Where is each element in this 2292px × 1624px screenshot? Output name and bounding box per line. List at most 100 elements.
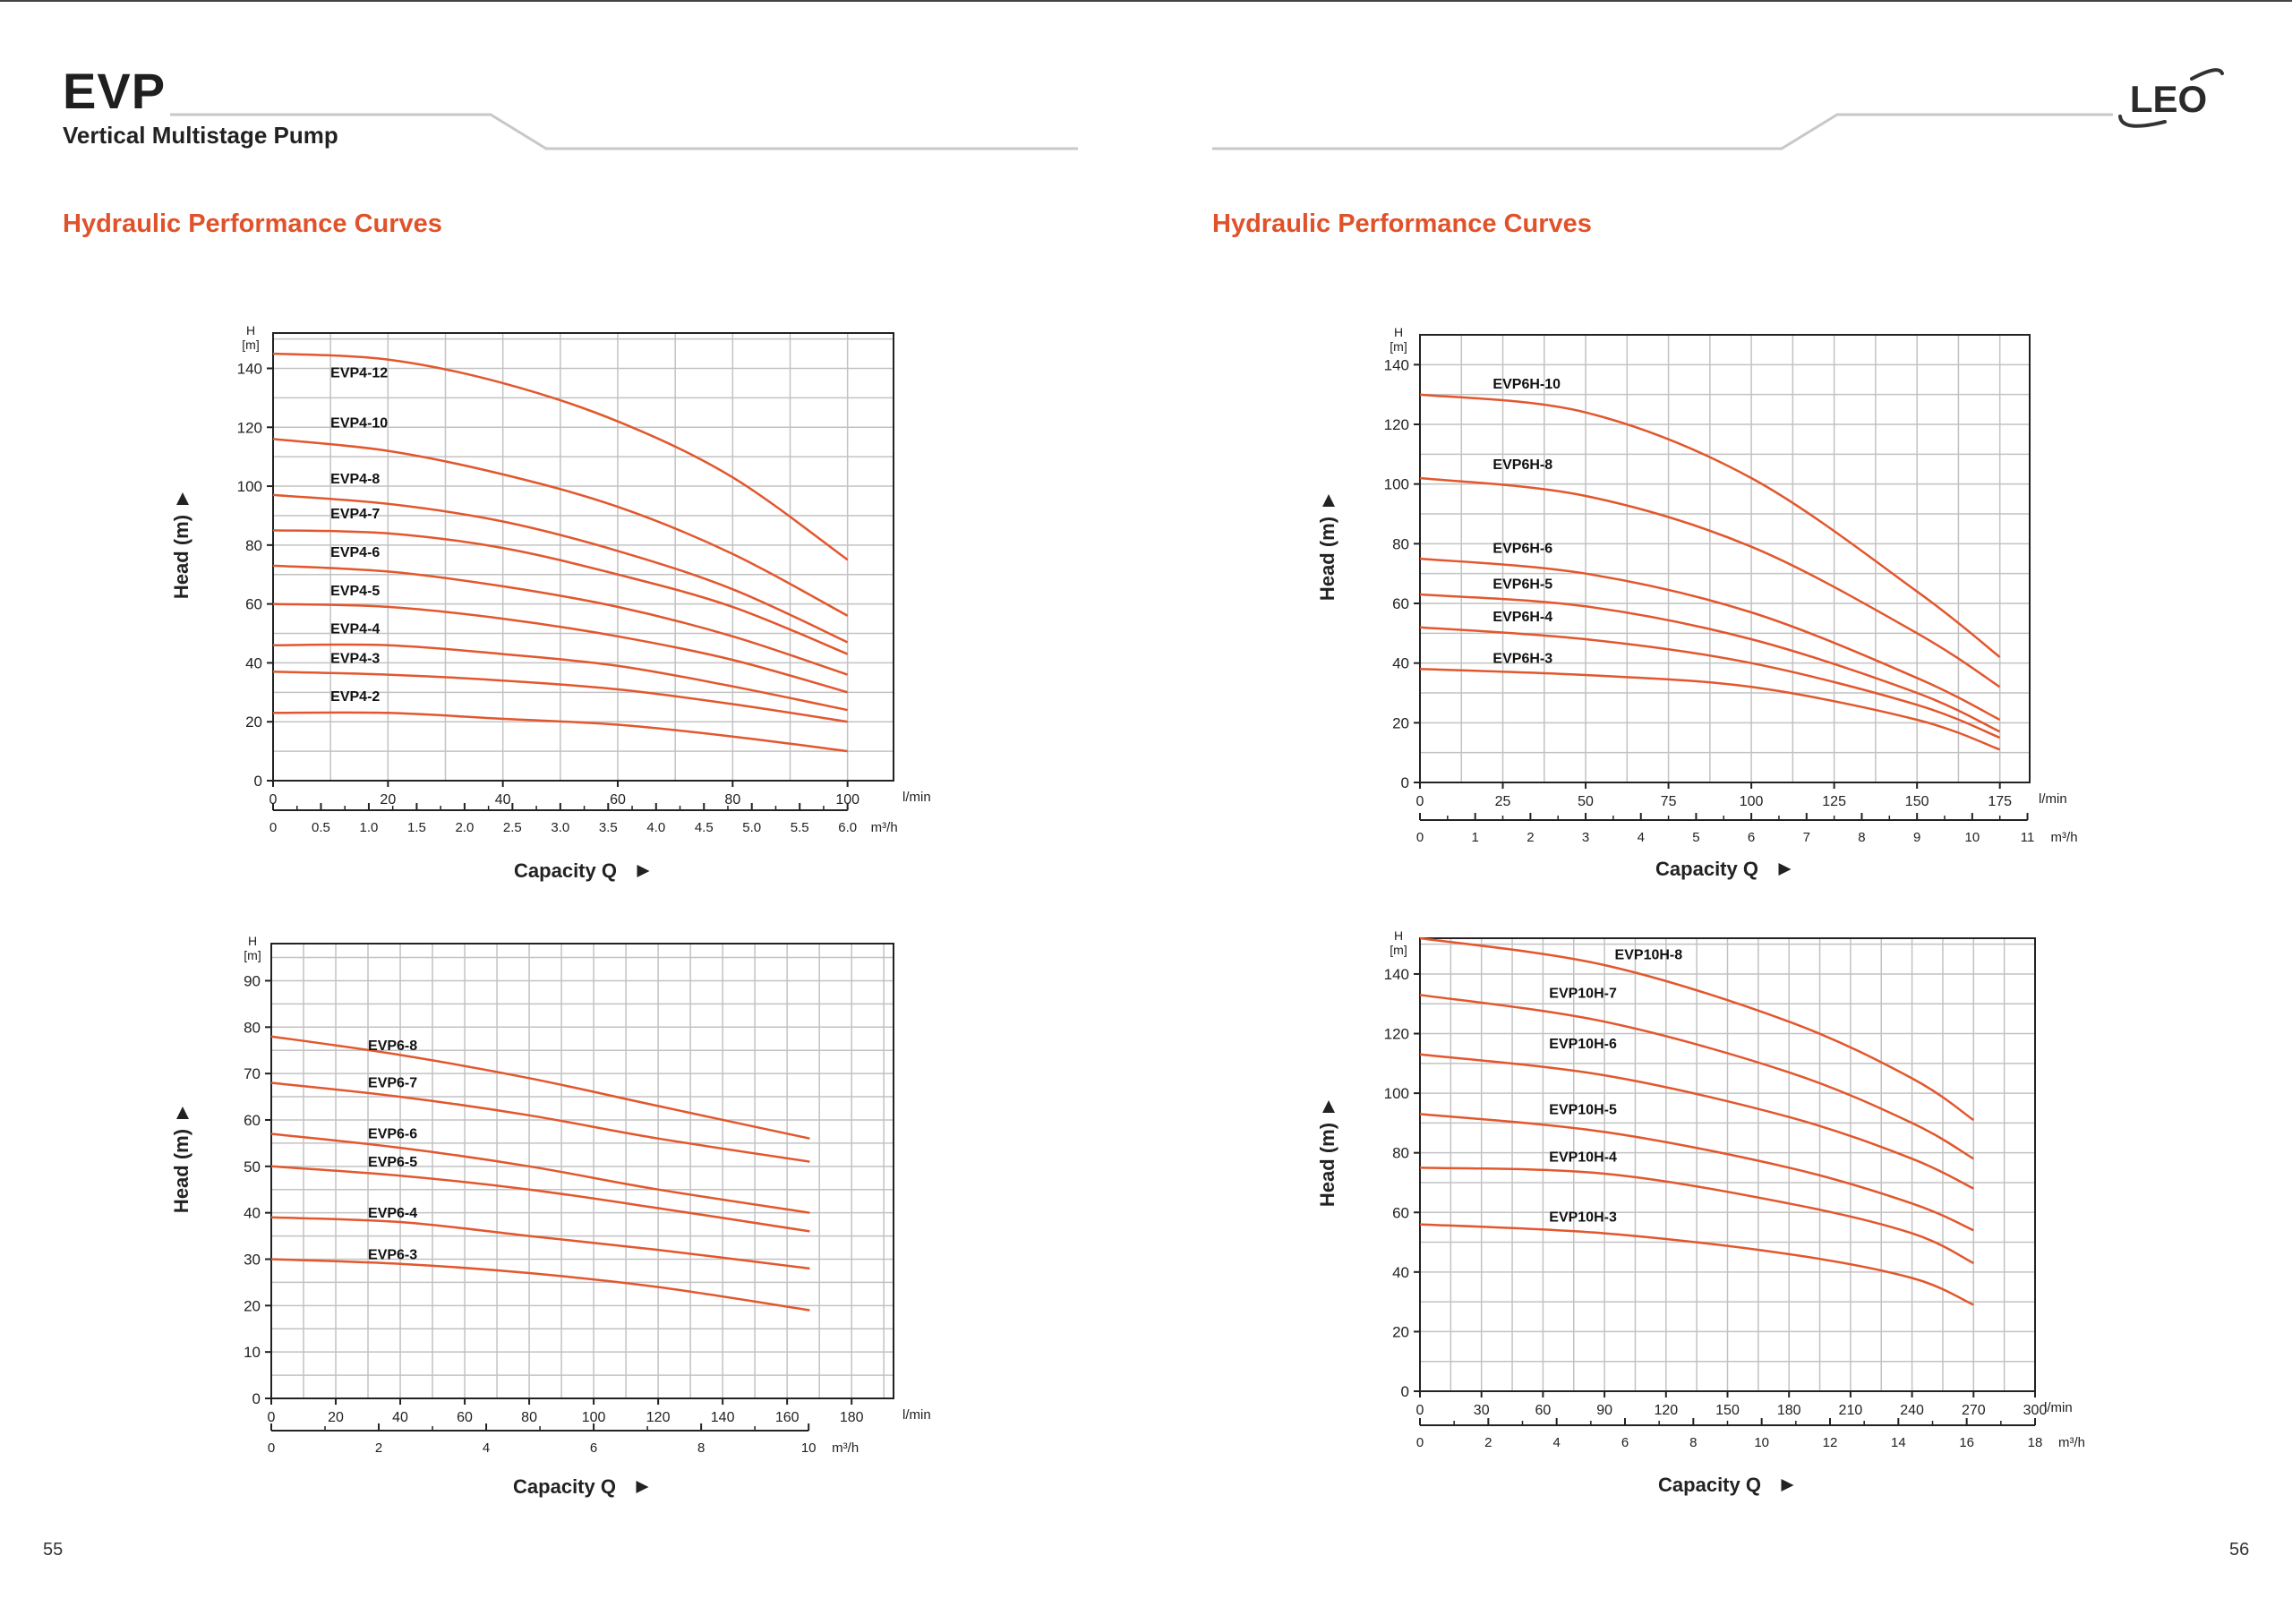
x-axis-arrow — [1778, 863, 1792, 876]
x2-tick-label: 10 — [1965, 830, 1980, 845]
y-tick-label: 120 — [1384, 416, 1409, 433]
x-tick-label: 60 — [457, 1410, 473, 1425]
y-tick-label: 10 — [244, 1344, 261, 1361]
x2-tick-label: 10 — [801, 1440, 817, 1456]
x-axis-arrow — [1781, 1479, 1794, 1492]
x-tick-label: 40 — [392, 1410, 408, 1425]
y-axis-arrow — [1322, 494, 1335, 507]
x-tick-label: 40 — [495, 792, 511, 808]
y-tick-label: 40 — [245, 654, 262, 671]
leo-logo: LEO — [2118, 68, 2224, 128]
logo-swoosh-upper — [2190, 68, 2224, 81]
curve-evp4-7 — [272, 529, 849, 655]
y-tick-label: 20 — [1392, 714, 1409, 731]
y-tick-label: 80 — [1392, 535, 1409, 552]
y-tick-label: 60 — [244, 1112, 261, 1129]
y-tick-label: 0 — [252, 1390, 261, 1407]
series-label: EVP6-3 — [368, 1247, 417, 1262]
y-tick-label: 20 — [244, 1297, 261, 1314]
curve-evp4-8 — [272, 493, 849, 644]
y-tick-label: 40 — [1392, 1264, 1409, 1281]
y-tick-label: 0 — [1401, 774, 1409, 791]
series-label: EVP6H-10 — [1492, 377, 1561, 392]
y-tick-label: 70 — [244, 1065, 261, 1082]
curve-evp4-6 — [272, 564, 849, 676]
series-label: EVP4-5 — [330, 584, 380, 599]
x-tick-label: 210 — [1839, 1403, 1863, 1418]
right-section-title: Hydraulic Performance Curves — [1212, 209, 1592, 238]
x-tick-label: 150 — [1905, 794, 1929, 809]
x2-tick-label: 12 — [1823, 1435, 1838, 1450]
x-tick-label: 125 — [1822, 794, 1846, 809]
y-axis-arrow — [176, 492, 189, 505]
series-label: EVP10H-5 — [1549, 1102, 1617, 1117]
series-label: EVP4-12 — [330, 365, 388, 380]
series-label: EVP4-7 — [330, 507, 380, 522]
x2-tick-label: 7 — [1803, 830, 1810, 845]
y-unit-top: H — [1394, 928, 1403, 943]
curve-evp6h-5 — [1419, 593, 2001, 733]
x-unit-label: l/min — [902, 1407, 931, 1423]
x2-tick-label: 1 — [1472, 830, 1479, 845]
series-label: EVP4-6 — [330, 545, 380, 560]
curve-evp10h-5 — [1419, 1113, 1974, 1232]
y-tick-label: 20 — [1392, 1323, 1409, 1340]
y-tick-label: 0 — [1401, 1383, 1409, 1400]
y-unit-bottom: [m] — [1390, 339, 1407, 354]
y-unit-top: H — [1394, 325, 1403, 339]
x2-tick-label: 1.5 — [407, 820, 426, 835]
x-tick-label: 80 — [521, 1410, 537, 1425]
series-label: EVP10H-6 — [1549, 1037, 1617, 1052]
x2-tick-label: 4 — [1638, 830, 1645, 845]
chart-evp4: 0 20 40 60 80 100 120 140 H[m] Head (m) 0 20 40 60 80 1… — [170, 323, 931, 882]
x2-tick-label: 4 — [1552, 1435, 1560, 1450]
x-tick-label: 60 — [1535, 1403, 1552, 1418]
header-rules — [170, 113, 2113, 150]
x-tick-label: 180 — [1777, 1403, 1801, 1418]
x-axis-arrow — [637, 865, 650, 877]
x-tick-label: 80 — [724, 792, 740, 808]
curve-evp4-12 — [272, 352, 849, 561]
curve-evp10h-3 — [1419, 1223, 1974, 1306]
x-tick-label: 0 — [268, 1410, 276, 1425]
plot-frame — [272, 332, 894, 782]
x-axis-label: Capacity Q — [1655, 858, 1758, 880]
x2-tick-label: 5.5 — [791, 820, 809, 835]
curve-evp6h-6 — [1419, 557, 2001, 722]
y-tick-label: 90 — [244, 972, 261, 989]
y-tick-label: 60 — [1392, 1204, 1409, 1221]
series-label: EVP6-6 — [368, 1127, 417, 1142]
series-label: EVP6H-6 — [1492, 541, 1552, 556]
series-label: EVP6-5 — [368, 1155, 417, 1170]
series-label: EVP10H-4 — [1549, 1150, 1617, 1166]
x2-tick-label: 5 — [1692, 830, 1699, 845]
x2-tick-label: 6 — [1621, 1435, 1629, 1450]
x2-tick-label: 6.0 — [838, 820, 857, 835]
series-label: EVP4-3 — [330, 651, 380, 666]
x-tick-label: 175 — [1988, 794, 2012, 809]
x-tick-label: 240 — [1900, 1403, 1924, 1418]
x2-tick-label: 1.0 — [360, 820, 379, 835]
series-label: EVP4-10 — [330, 415, 388, 431]
y-axis-label: Head (m) — [1316, 517, 1338, 601]
series-label: EVP6-4 — [368, 1206, 417, 1221]
x2-tick-label: 0 — [268, 1440, 275, 1456]
series-label: EVP4-8 — [330, 472, 380, 487]
x-tick-label: 100 — [835, 792, 860, 808]
x-tick-label: 20 — [380, 792, 396, 808]
curve-evp6h-3 — [1419, 668, 2001, 751]
y-tick-label: 30 — [244, 1251, 261, 1268]
y-tick-label: 40 — [244, 1205, 261, 1222]
x2-tick-label: 18 — [2028, 1435, 2043, 1450]
x-unit-label: l/min — [2044, 1400, 2073, 1415]
curve-evp4-2 — [272, 711, 848, 753]
x-tick-label: 0 — [269, 792, 278, 808]
x2-unit-label: m³/h — [832, 1440, 859, 1456]
x2-tick-label: 3.0 — [551, 820, 569, 835]
x-unit-label: l/min — [2039, 791, 2067, 807]
x-tick-label: 120 — [646, 1410, 671, 1425]
x-tick-label: 100 — [1740, 794, 1764, 809]
x2-tick-label: 6 — [1748, 830, 1755, 845]
